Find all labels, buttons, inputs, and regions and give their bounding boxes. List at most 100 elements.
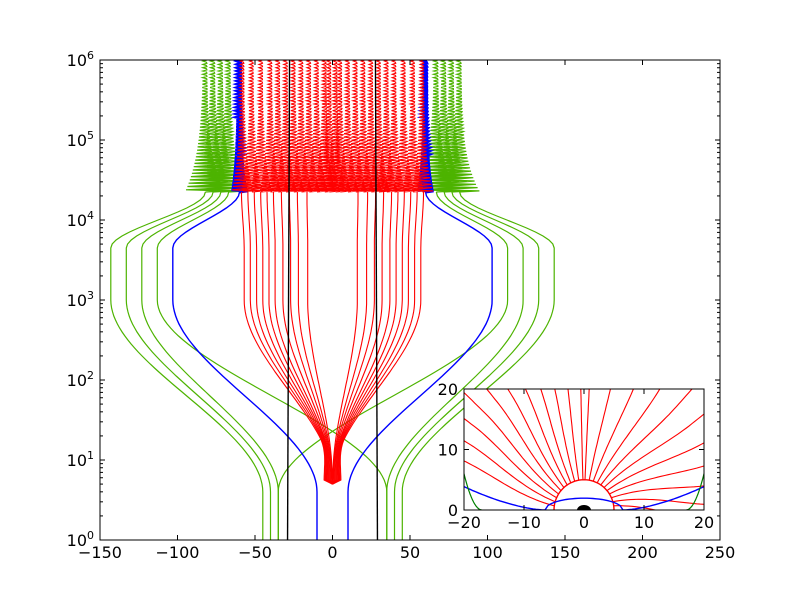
red-field-line-top bbox=[275, 60, 297, 193]
red-field-line-top bbox=[411, 60, 434, 193]
y-tick-label: 104 bbox=[67, 209, 94, 230]
green-field-line-top bbox=[424, 60, 464, 193]
inset-red-field-line bbox=[486, 389, 562, 491]
x-tick-label: −100 bbox=[156, 543, 200, 562]
red-field-line bbox=[272, 191, 333, 485]
red-field-line-top bbox=[306, 60, 328, 193]
x-tick-label: 150 bbox=[550, 543, 581, 562]
x-tick-label: 0 bbox=[327, 543, 337, 562]
x-tick-label: 100 bbox=[472, 543, 503, 562]
inset-red-field-line bbox=[603, 413, 704, 488]
inset-y-tick-label: 20 bbox=[438, 380, 458, 399]
inset-field-lines bbox=[464, 389, 704, 510]
inset-red-field-line bbox=[554, 389, 576, 482]
blue-field-line-top bbox=[230, 60, 249, 194]
red-field-line-top bbox=[241, 60, 263, 193]
red-field-line bbox=[306, 192, 334, 485]
red-field-line-top bbox=[368, 60, 390, 193]
inset-red-field-line bbox=[606, 442, 704, 492]
inset-red-field-line bbox=[584, 389, 590, 480]
main-plot: −150 −100 −50 0 50 100 150 200 250 1001011021031… bbox=[67, 49, 736, 562]
inset-red-field-line bbox=[609, 465, 704, 495]
red-field-line-top bbox=[250, 60, 272, 193]
inset-x-tick-label: 0 bbox=[579, 513, 589, 532]
inset-green-field-line bbox=[464, 473, 482, 510]
inset-red-field-line bbox=[600, 389, 693, 486]
inset-green-field-line bbox=[686, 473, 704, 510]
red-field-line bbox=[266, 191, 333, 485]
green-field-line bbox=[156, 191, 388, 540]
green-field-line bbox=[401, 191, 555, 540]
x-tick-label: −150 bbox=[78, 543, 122, 562]
red-field-line bbox=[253, 192, 333, 485]
inset-plot: −20 −10 0 10 20 0 10 20 bbox=[438, 380, 715, 532]
inset-red-field-line bbox=[540, 389, 572, 484]
inset-red-field-line bbox=[567, 389, 580, 481]
red-field-line bbox=[240, 192, 333, 485]
red-field-line-top bbox=[383, 60, 406, 193]
red-field-line-top bbox=[318, 60, 341, 193]
red-field-line bbox=[331, 192, 359, 485]
red-field-line-top bbox=[267, 60, 289, 193]
main-x-axis: −150 −100 −50 0 50 100 150 200 250 bbox=[78, 60, 735, 562]
x-tick-label: 200 bbox=[627, 543, 658, 562]
inset-red-field-line bbox=[596, 389, 661, 484]
inset-background bbox=[464, 389, 704, 510]
red-field-line-top bbox=[352, 60, 375, 193]
red-field-line-top bbox=[283, 60, 305, 193]
inset-x-axis: −20 −10 0 10 20 bbox=[447, 389, 714, 532]
green-field-line bbox=[393, 191, 540, 540]
inset-red-field-line bbox=[612, 498, 704, 505]
x-tick-label: 250 bbox=[705, 543, 736, 562]
inset-red-field-line bbox=[588, 389, 612, 481]
red-field-line bbox=[288, 192, 333, 485]
red-field-line-top bbox=[402, 60, 424, 193]
red-field-line-top bbox=[232, 60, 254, 193]
inset-red-field-line bbox=[613, 505, 658, 510]
red-field-line bbox=[332, 192, 425, 485]
x-tick-label: 50 bbox=[400, 543, 420, 562]
y-tick-label: 105 bbox=[67, 129, 94, 150]
red-field-line-top bbox=[393, 60, 415, 193]
inset-red-field-line bbox=[464, 460, 555, 507]
black-vertical-line bbox=[286, 60, 291, 540]
green-field-line-top bbox=[432, 60, 472, 193]
y-tick-label: 101 bbox=[67, 449, 94, 470]
inset-red-field-line bbox=[611, 485, 704, 499]
red-field-line bbox=[296, 192, 334, 485]
green-field-line bbox=[386, 191, 524, 540]
red-field-line bbox=[331, 192, 369, 485]
inset-y-tick-label: 10 bbox=[438, 441, 458, 460]
green-field-line-top bbox=[440, 60, 480, 193]
inset-x-tick-label: 10 bbox=[634, 513, 654, 532]
red-field-line bbox=[332, 191, 399, 485]
black-vertical-line bbox=[374, 60, 379, 540]
red-field-line-top bbox=[360, 60, 382, 193]
green-field-line-top bbox=[201, 60, 241, 193]
red-field-line bbox=[332, 192, 405, 485]
red-field-line-top bbox=[329, 60, 351, 193]
y-tick-label: 102 bbox=[67, 369, 94, 390]
red-field-line-top bbox=[337, 60, 359, 193]
blue-field-line bbox=[347, 191, 493, 540]
red-field-line bbox=[247, 192, 333, 485]
green-field-line bbox=[125, 191, 272, 540]
green-field-line bbox=[141, 191, 279, 540]
inset-red-field-line bbox=[464, 391, 559, 495]
x-tick-label: −50 bbox=[238, 543, 272, 562]
inset-red-boundary bbox=[553, 479, 615, 510]
y-tick-label: 103 bbox=[67, 289, 94, 310]
green-field-line bbox=[277, 191, 509, 540]
red-field-line bbox=[332, 191, 393, 485]
y-tick-label: 100 bbox=[67, 529, 94, 550]
green-field-line bbox=[110, 191, 264, 540]
green-field-line-top bbox=[193, 60, 233, 193]
inset-red-field-line bbox=[524, 389, 568, 486]
inset-x-tick-label: −10 bbox=[507, 513, 541, 532]
red-field-line-top bbox=[345, 60, 367, 193]
red-field-line-top bbox=[259, 60, 282, 193]
inset-red-field-line bbox=[507, 389, 565, 488]
